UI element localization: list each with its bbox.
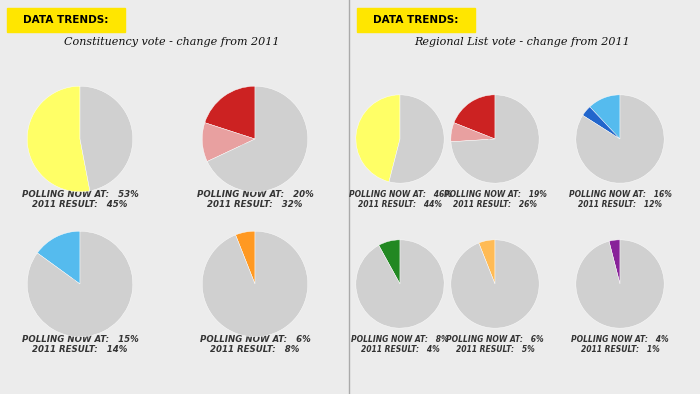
Text: %: % [631,273,640,281]
Text: ↑2: ↑2 [386,132,416,150]
Text: 2011 RESULT:   44%: 2011 RESULT: 44% [358,199,442,208]
Text: 2011 RESULT:   5%: 2011 RESULT: 5% [456,344,534,353]
Text: POLLING NOW AT:   53%: POLLING NOW AT: 53% [22,190,139,199]
Text: ↓2: ↓2 [241,277,271,295]
Wedge shape [576,240,664,328]
Text: ↓7: ↓7 [481,132,511,150]
Text: 2011 RESULT:   4%: 2011 RESULT: 4% [360,344,440,353]
Wedge shape [379,240,400,284]
Text: Regional List vote - change from 2011: Regional List vote - change from 2011 [414,37,630,47]
Bar [7,8,125,32]
Text: %: % [92,128,101,136]
Text: POLLING NOW AT:   46%: POLLING NOW AT: 46% [349,190,452,199]
Wedge shape [590,95,620,139]
Wedge shape [356,240,444,328]
Text: ↑8: ↑8 [66,132,96,150]
Text: %: % [92,273,101,281]
Text: %: % [268,128,278,136]
Text: POLLING NOW AT:   6%: POLLING NOW AT: 6% [446,335,544,344]
Text: POLLING NOW AT:   8%: POLLING NOW AT: 8% [351,335,449,344]
Text: 2011 RESULT:   45%: 2011 RESULT: 45% [32,199,127,208]
Text: ↑4: ↑4 [606,132,636,150]
Wedge shape [451,95,539,183]
Text: ↓12: ↓12 [231,130,281,152]
Wedge shape [582,107,620,139]
Wedge shape [609,240,620,284]
Text: Constituency vote - change from 2011: Constituency vote - change from 2011 [64,37,280,47]
Text: POLLING NOW AT:   4%: POLLING NOW AT: 4% [571,335,668,344]
Text: 2011 RESULT:   1%: 2011 RESULT: 1% [580,344,659,353]
Text: DATA TRENDS:: DATA TRENDS: [373,15,458,25]
Text: 2011 RESULT:   14%: 2011 RESULT: 14% [32,344,127,353]
Wedge shape [451,123,495,142]
Wedge shape [27,231,133,337]
Text: ↑1: ↑1 [66,277,96,295]
Text: 2011 RESULT:   32%: 2011 RESULT: 32% [207,199,302,208]
Text: ↑3: ↑3 [606,277,636,295]
Wedge shape [207,86,308,192]
Text: %: % [631,128,640,136]
Wedge shape [389,95,444,183]
Wedge shape [454,95,495,139]
Wedge shape [576,95,664,183]
Text: POLLING NOW AT:   6%: POLLING NOW AT: 6% [199,335,310,344]
Wedge shape [202,231,308,337]
Text: ↑1: ↑1 [481,277,511,295]
Text: %: % [412,128,421,136]
Text: %: % [506,128,516,136]
Text: POLLING NOW AT:   15%: POLLING NOW AT: 15% [22,335,139,344]
Text: DATA TRENDS:: DATA TRENDS: [23,15,108,25]
Wedge shape [356,95,400,182]
Wedge shape [80,86,133,191]
Text: ↑4: ↑4 [386,277,416,295]
Wedge shape [479,240,495,284]
Wedge shape [37,231,80,284]
Text: %: % [267,273,276,281]
Wedge shape [451,240,539,328]
Wedge shape [202,123,255,162]
Text: %: % [506,273,516,281]
Text: %: % [412,273,421,281]
Wedge shape [27,86,90,192]
Wedge shape [205,86,255,139]
Bar [357,8,475,32]
Text: POLLING NOW AT:   20%: POLLING NOW AT: 20% [197,190,314,199]
Text: POLLING NOW AT:   19%: POLLING NOW AT: 19% [444,190,547,199]
Text: 2011 RESULT:   26%: 2011 RESULT: 26% [453,199,537,208]
Text: POLLING NOW AT:   16%: POLLING NOW AT: 16% [568,190,671,199]
Text: 2011 RESULT:   8%: 2011 RESULT: 8% [210,344,300,353]
Text: 2011 RESULT:   12%: 2011 RESULT: 12% [578,199,662,208]
Wedge shape [236,231,255,284]
